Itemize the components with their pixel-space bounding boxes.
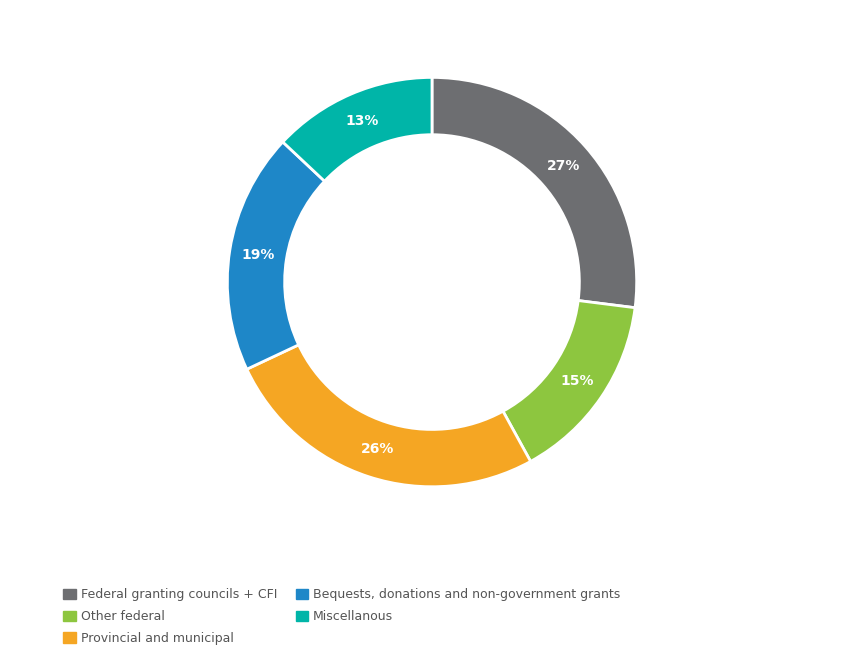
Wedge shape — [227, 142, 325, 369]
Legend: Federal granting councils + CFI, Other federal, Provincial and municipal, Beques: Federal granting councils + CFI, Other f… — [58, 583, 626, 649]
Text: 13%: 13% — [346, 113, 378, 127]
Text: 26%: 26% — [361, 443, 394, 457]
Text: 27%: 27% — [548, 159, 581, 173]
Wedge shape — [247, 345, 530, 487]
Wedge shape — [283, 77, 432, 181]
Text: 19%: 19% — [241, 247, 275, 262]
Wedge shape — [503, 300, 635, 461]
Wedge shape — [432, 77, 637, 308]
Text: 15%: 15% — [561, 374, 594, 388]
